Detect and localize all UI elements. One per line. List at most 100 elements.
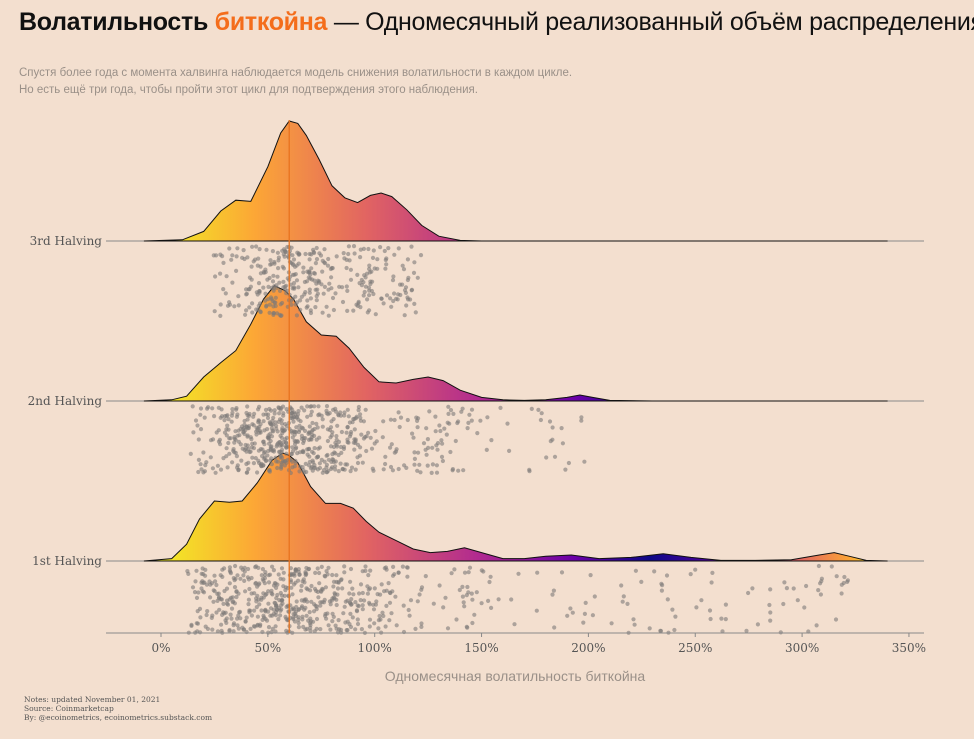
data-point (539, 411, 544, 416)
data-point (396, 246, 401, 251)
data-point (359, 627, 364, 632)
notes-line-1: Notes: updated November 01, 2021 (24, 695, 161, 704)
data-point (425, 437, 430, 442)
data-point (411, 435, 416, 440)
data-point (334, 442, 339, 447)
data-point (347, 434, 353, 439)
data-point (256, 303, 261, 308)
data-point (238, 442, 243, 447)
data-point (246, 597, 251, 602)
data-point (318, 627, 323, 632)
data-point (360, 460, 365, 465)
data-point (360, 607, 365, 612)
data-point (560, 441, 566, 446)
data-point (559, 570, 565, 575)
data-point (365, 584, 370, 589)
data-point (248, 284, 253, 289)
data-point (323, 585, 328, 590)
data-point (258, 422, 263, 427)
data-point (274, 459, 279, 464)
data-point (275, 465, 280, 471)
data-point (389, 442, 394, 447)
data-point (345, 628, 350, 633)
data-point (421, 441, 427, 446)
data-point (258, 622, 263, 627)
x-tick-label: 50% (255, 641, 282, 655)
data-point (221, 601, 226, 607)
data-point (290, 465, 295, 470)
data-point (258, 462, 264, 467)
data-point (296, 251, 301, 256)
data-point (438, 428, 443, 434)
data-point (368, 435, 373, 440)
subtitle-line-1: Спустя более года с момента халвинга наб… (19, 67, 573, 79)
data-point (244, 470, 249, 475)
data-point (547, 419, 553, 424)
data-point (279, 428, 285, 433)
data-point (392, 291, 397, 296)
data-point (581, 620, 586, 625)
data-point (271, 429, 276, 434)
data-point (243, 312, 248, 317)
data-point (278, 455, 283, 460)
data-point (263, 572, 268, 578)
data-point (498, 405, 503, 410)
data-point (324, 465, 329, 470)
data-point (293, 446, 298, 451)
data-point (478, 418, 483, 423)
data-point (366, 246, 371, 252)
data-point (296, 429, 302, 435)
data-point (253, 456, 258, 461)
data-point (781, 601, 786, 607)
data-point (330, 572, 335, 578)
data-point (315, 454, 321, 459)
x-tick-label: 250% (678, 641, 712, 655)
data-point (290, 286, 295, 291)
data-point (415, 468, 420, 473)
data-point (211, 599, 216, 604)
data-point (236, 428, 241, 433)
data-point (281, 413, 286, 418)
data-point (552, 454, 558, 459)
data-point (230, 280, 235, 285)
data-point (357, 281, 362, 286)
data-point (392, 417, 397, 423)
data-point (345, 619, 350, 624)
data-point (274, 610, 279, 615)
data-point (244, 287, 249, 292)
data-point (829, 564, 834, 569)
data-point (413, 626, 418, 632)
data-point (194, 595, 200, 601)
data-point (320, 269, 325, 274)
data-point (254, 244, 259, 249)
data-point (299, 405, 304, 410)
data-point (301, 440, 306, 446)
data-point (259, 608, 264, 613)
title-bold: Волатильность (19, 8, 209, 36)
data-point (210, 406, 215, 411)
data-point (407, 613, 412, 618)
data-point (247, 608, 252, 613)
data-point (222, 430, 228, 435)
data-point (227, 565, 232, 570)
data-point (380, 435, 385, 440)
data-point (460, 406, 465, 411)
data-point (190, 404, 195, 409)
data-point (266, 284, 271, 289)
data-point (767, 602, 772, 608)
data-point (308, 296, 313, 301)
data-point (388, 296, 393, 301)
data-point (583, 600, 588, 606)
data-point (778, 630, 783, 635)
data-point (334, 434, 339, 439)
data-point (271, 311, 276, 316)
data-point (408, 598, 414, 603)
data-point (309, 583, 314, 589)
data-point (311, 609, 317, 614)
data-point (284, 451, 289, 456)
data-point (259, 573, 264, 578)
data-point (241, 573, 246, 578)
data-point (306, 431, 311, 436)
data-point (405, 417, 410, 423)
data-point (250, 310, 255, 315)
